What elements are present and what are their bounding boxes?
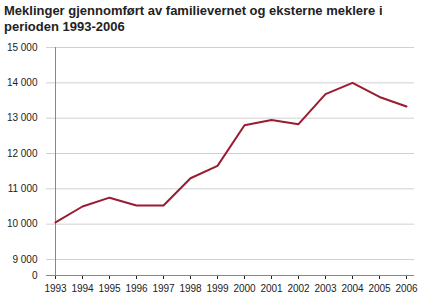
svg-text:2005: 2005 bbox=[368, 283, 391, 294]
svg-text:10 000: 10 000 bbox=[7, 218, 38, 229]
svg-text:1997: 1997 bbox=[152, 283, 175, 294]
svg-text:1995: 1995 bbox=[98, 283, 121, 294]
svg-text:11 000: 11 000 bbox=[8, 183, 38, 194]
svg-text:13 000: 13 000 bbox=[7, 112, 38, 123]
svg-text:2002: 2002 bbox=[287, 283, 310, 294]
svg-text:15 000: 15 000 bbox=[7, 42, 38, 53]
svg-text:1998: 1998 bbox=[179, 283, 202, 294]
svg-text:9 000: 9 000 bbox=[12, 254, 37, 265]
svg-text:2001: 2001 bbox=[260, 283, 283, 294]
svg-text:2004: 2004 bbox=[341, 283, 364, 294]
html-text:Meklinger gjennomført av famil: Meklinger gjennomført av familievernet o… bbox=[4, 3, 383, 34]
svg-text:0: 0 bbox=[32, 270, 38, 281]
svg-text:2003: 2003 bbox=[314, 283, 337, 294]
svg-text:2000: 2000 bbox=[233, 283, 256, 294]
svg-text:12 000: 12 000 bbox=[7, 148, 38, 159]
svg-text:14 000: 14 000 bbox=[7, 77, 38, 88]
svg-text:1999: 1999 bbox=[206, 283, 229, 294]
svg-text:1993: 1993 bbox=[44, 283, 67, 294]
svg-text:2006: 2006 bbox=[395, 283, 418, 294]
svg-text:1996: 1996 bbox=[125, 283, 148, 294]
svg-text:1994: 1994 bbox=[71, 283, 94, 294]
